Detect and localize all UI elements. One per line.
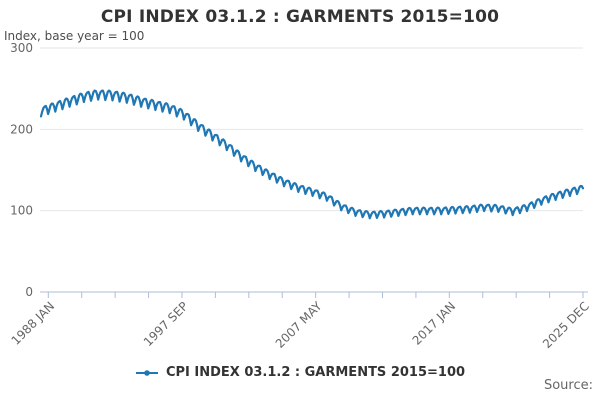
y-axis-unit-label: Index, base year = 100 <box>4 29 145 43</box>
plot-area: 0 100 200 300 1988 JAN 1997 SEP 2007 MAY 2017 J… <box>9 41 592 351</box>
chart-title: CPI INDEX 03.1.2 : GARMENTS 2015=100 <box>100 7 500 27</box>
y-tick-label: 200 <box>10 122 33 136</box>
x-tick-label: 1997 SEP <box>141 299 191 349</box>
x-tick-label: 2025 DEC <box>540 299 592 351</box>
y-tick-label: 100 <box>10 204 33 218</box>
legend-label: CPI INDEX 03.1.2 : GARMENTS 2015=100 <box>165 365 466 380</box>
legend-line-marker-icon <box>135 369 158 376</box>
x-tick-label: 1988 JAN <box>9 299 58 348</box>
x-tick-label: 2007 MAY <box>273 299 325 351</box>
y-tick-label: 0 <box>25 285 33 299</box>
source-label: Source: <box>543 378 593 393</box>
x-tick-label: 2017 JAN <box>410 299 459 348</box>
legend-item[interactable]: CPI INDEX 03.1.2 : GARMENTS 2015=100 <box>135 365 465 380</box>
series-line-cpi-garments <box>39 89 585 220</box>
y-tick-label: 300 <box>10 41 33 55</box>
legend: CPI INDEX 03.1.2 : GARMENTS 2015=100 <box>0 365 600 380</box>
